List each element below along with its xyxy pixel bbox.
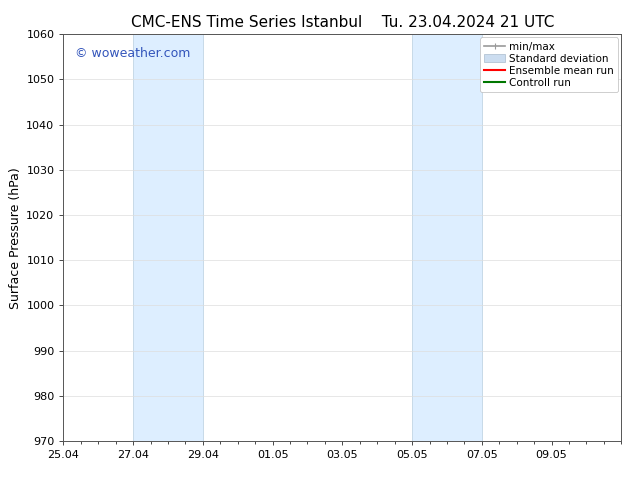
Bar xyxy=(133,34,203,441)
Title: CMC-ENS Time Series Istanbul    Tu. 23.04.2024 21 UTC: CMC-ENS Time Series Istanbul Tu. 23.04.2… xyxy=(131,15,554,30)
Legend: min/max, Standard deviation, Ensemble mean run, Controll run: min/max, Standard deviation, Ensemble me… xyxy=(480,37,618,92)
Text: © woweather.com: © woweather.com xyxy=(75,47,190,59)
Bar xyxy=(412,34,482,441)
Y-axis label: Surface Pressure (hPa): Surface Pressure (hPa) xyxy=(9,167,22,309)
